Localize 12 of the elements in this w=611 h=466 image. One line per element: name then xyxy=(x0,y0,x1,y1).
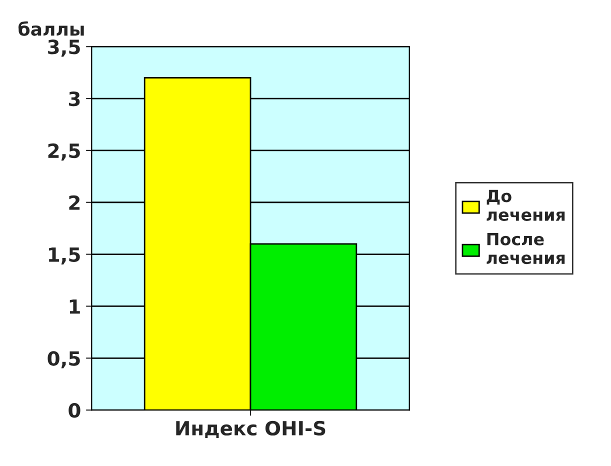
y-tick-label: 0,5 xyxy=(48,351,80,368)
y-tick-label: 1,5 xyxy=(48,248,80,264)
y-tick-label: 2 xyxy=(69,195,80,210)
y-axis-title: баллы xyxy=(18,21,84,36)
legend-label: После лечения xyxy=(486,233,565,264)
x-tick-label: Индекс OHI-S xyxy=(176,420,326,438)
legend-label: До лечения xyxy=(486,190,565,221)
y-tick-label: 1 xyxy=(70,299,80,314)
y-tick-label: 3 xyxy=(69,91,80,106)
y-tick-label: 2,5 xyxy=(48,143,80,161)
y-tick-label: 0 xyxy=(68,403,80,418)
y-tick-label: 3,5 xyxy=(48,40,80,57)
